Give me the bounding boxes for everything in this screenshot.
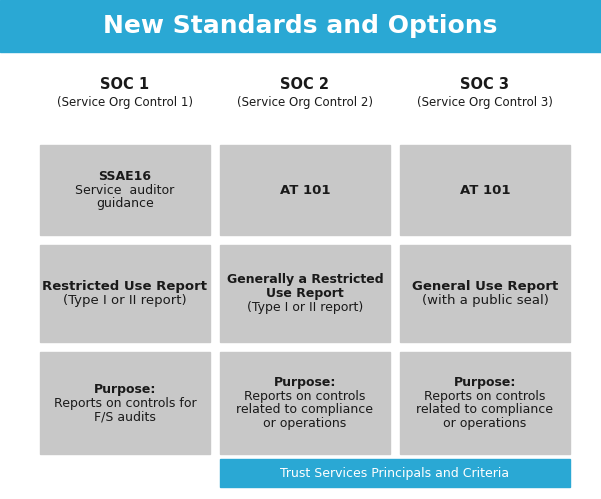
Bar <box>220 459 570 487</box>
Text: Reports on controls: Reports on controls <box>424 390 546 403</box>
Bar <box>400 352 570 454</box>
Bar <box>0 0 601 52</box>
Text: Use Report: Use Report <box>266 287 344 300</box>
Bar <box>40 145 210 235</box>
Bar <box>400 245 570 342</box>
Text: guidance: guidance <box>96 197 154 210</box>
Text: SOC 2: SOC 2 <box>281 76 329 91</box>
Text: related to compliance: related to compliance <box>416 403 554 416</box>
Text: Restricted Use Report: Restricted Use Report <box>43 280 207 293</box>
Text: Purpose:: Purpose: <box>274 376 336 389</box>
Bar <box>40 352 210 454</box>
Text: General Use Report: General Use Report <box>412 280 558 293</box>
Bar <box>400 145 570 235</box>
Bar <box>220 145 390 235</box>
Bar <box>220 245 390 342</box>
Text: New Standards and Options: New Standards and Options <box>103 14 498 38</box>
Text: (Service Org Control 2): (Service Org Control 2) <box>237 95 373 108</box>
Text: SSAE16: SSAE16 <box>99 170 151 183</box>
Text: (Type I or II report): (Type I or II report) <box>63 294 187 307</box>
Text: SOC 1: SOC 1 <box>100 76 150 91</box>
Text: (with a public seal): (with a public seal) <box>421 294 549 307</box>
Text: (Type I or II report): (Type I or II report) <box>247 300 363 313</box>
Text: related to compliance: related to compliance <box>237 403 373 416</box>
Text: Generally a Restricted: Generally a Restricted <box>227 273 383 286</box>
Text: Trust Services Principals and Criteria: Trust Services Principals and Criteria <box>281 467 510 480</box>
Bar <box>40 245 210 342</box>
Text: F/S audits: F/S audits <box>94 410 156 423</box>
Text: AT 101: AT 101 <box>460 184 510 197</box>
Text: AT 101: AT 101 <box>279 184 331 197</box>
Bar <box>220 352 390 454</box>
Text: (Service Org Control 1): (Service Org Control 1) <box>57 95 193 108</box>
Text: Purpose:: Purpose: <box>94 383 156 396</box>
Text: Service  auditor: Service auditor <box>75 184 175 197</box>
Text: Purpose:: Purpose: <box>454 376 516 389</box>
Text: SOC 3: SOC 3 <box>460 76 510 91</box>
Text: or operations: or operations <box>263 417 347 430</box>
Text: Reports on controls for: Reports on controls for <box>53 397 197 410</box>
Text: or operations: or operations <box>444 417 526 430</box>
Text: Reports on controls: Reports on controls <box>245 390 365 403</box>
Text: (Service Org Control 3): (Service Org Control 3) <box>417 95 553 108</box>
